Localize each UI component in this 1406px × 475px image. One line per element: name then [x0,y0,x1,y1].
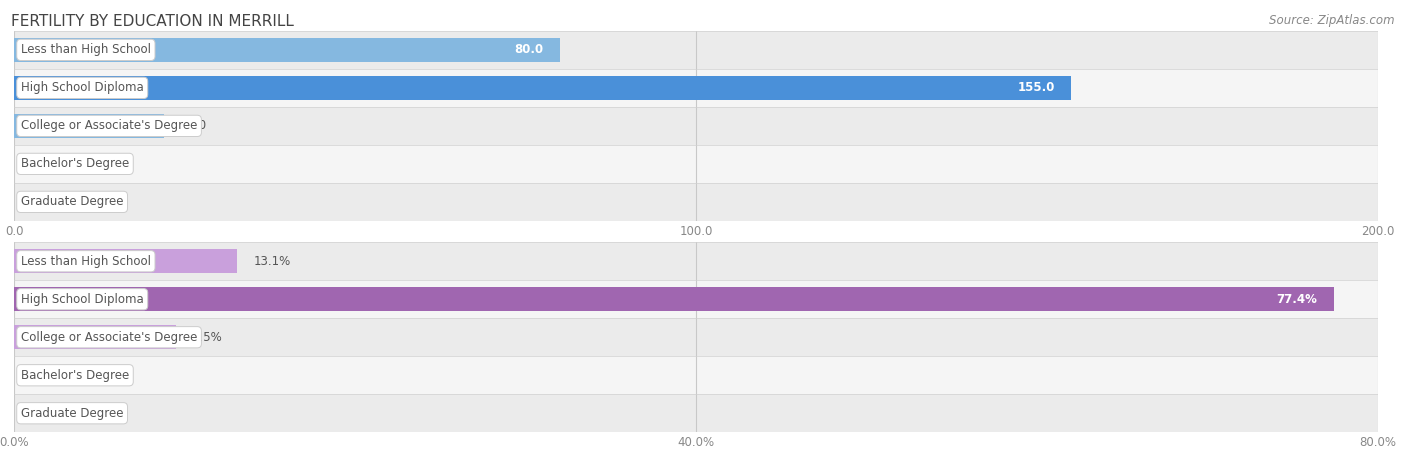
Text: 0.0%: 0.0% [31,369,60,382]
Bar [14,114,165,138]
Text: Less than High School: Less than High School [21,255,150,268]
Text: Bachelor's Degree: Bachelor's Degree [21,157,129,171]
Text: 13.1%: 13.1% [253,255,291,268]
Text: Graduate Degree: Graduate Degree [21,195,124,209]
Bar [14,183,1378,221]
Bar [14,280,1378,318]
Bar [14,69,1378,107]
Text: Graduate Degree: Graduate Degree [21,407,124,420]
Bar [14,145,1378,183]
Text: High School Diploma: High School Diploma [21,293,143,306]
Text: High School Diploma: High School Diploma [21,81,143,95]
Text: FERTILITY BY EDUCATION IN MERRILL: FERTILITY BY EDUCATION IN MERRILL [11,14,294,29]
Bar [14,318,1378,356]
Bar [14,325,176,349]
Bar [14,394,1378,432]
Text: College or Associate's Degree: College or Associate's Degree [21,331,197,344]
Bar [14,249,238,273]
Text: Less than High School: Less than High School [21,43,150,57]
Text: 0.0%: 0.0% [31,407,60,420]
Text: Source: ZipAtlas.com: Source: ZipAtlas.com [1270,14,1395,27]
Text: 155.0: 155.0 [1018,81,1054,95]
Bar [14,287,1333,311]
Bar [14,76,1071,100]
Bar [14,356,1378,394]
Text: 9.5%: 9.5% [193,331,222,344]
Text: 0.0: 0.0 [31,157,49,171]
Bar [14,31,1378,69]
Text: 22.0: 22.0 [180,119,207,133]
Bar [14,242,1378,280]
Text: 80.0: 80.0 [515,43,543,57]
Text: 0.0: 0.0 [31,195,49,209]
Text: College or Associate's Degree: College or Associate's Degree [21,119,197,133]
Bar [14,38,560,62]
Bar [14,107,1378,145]
Text: 77.4%: 77.4% [1277,293,1317,306]
Text: Bachelor's Degree: Bachelor's Degree [21,369,129,382]
